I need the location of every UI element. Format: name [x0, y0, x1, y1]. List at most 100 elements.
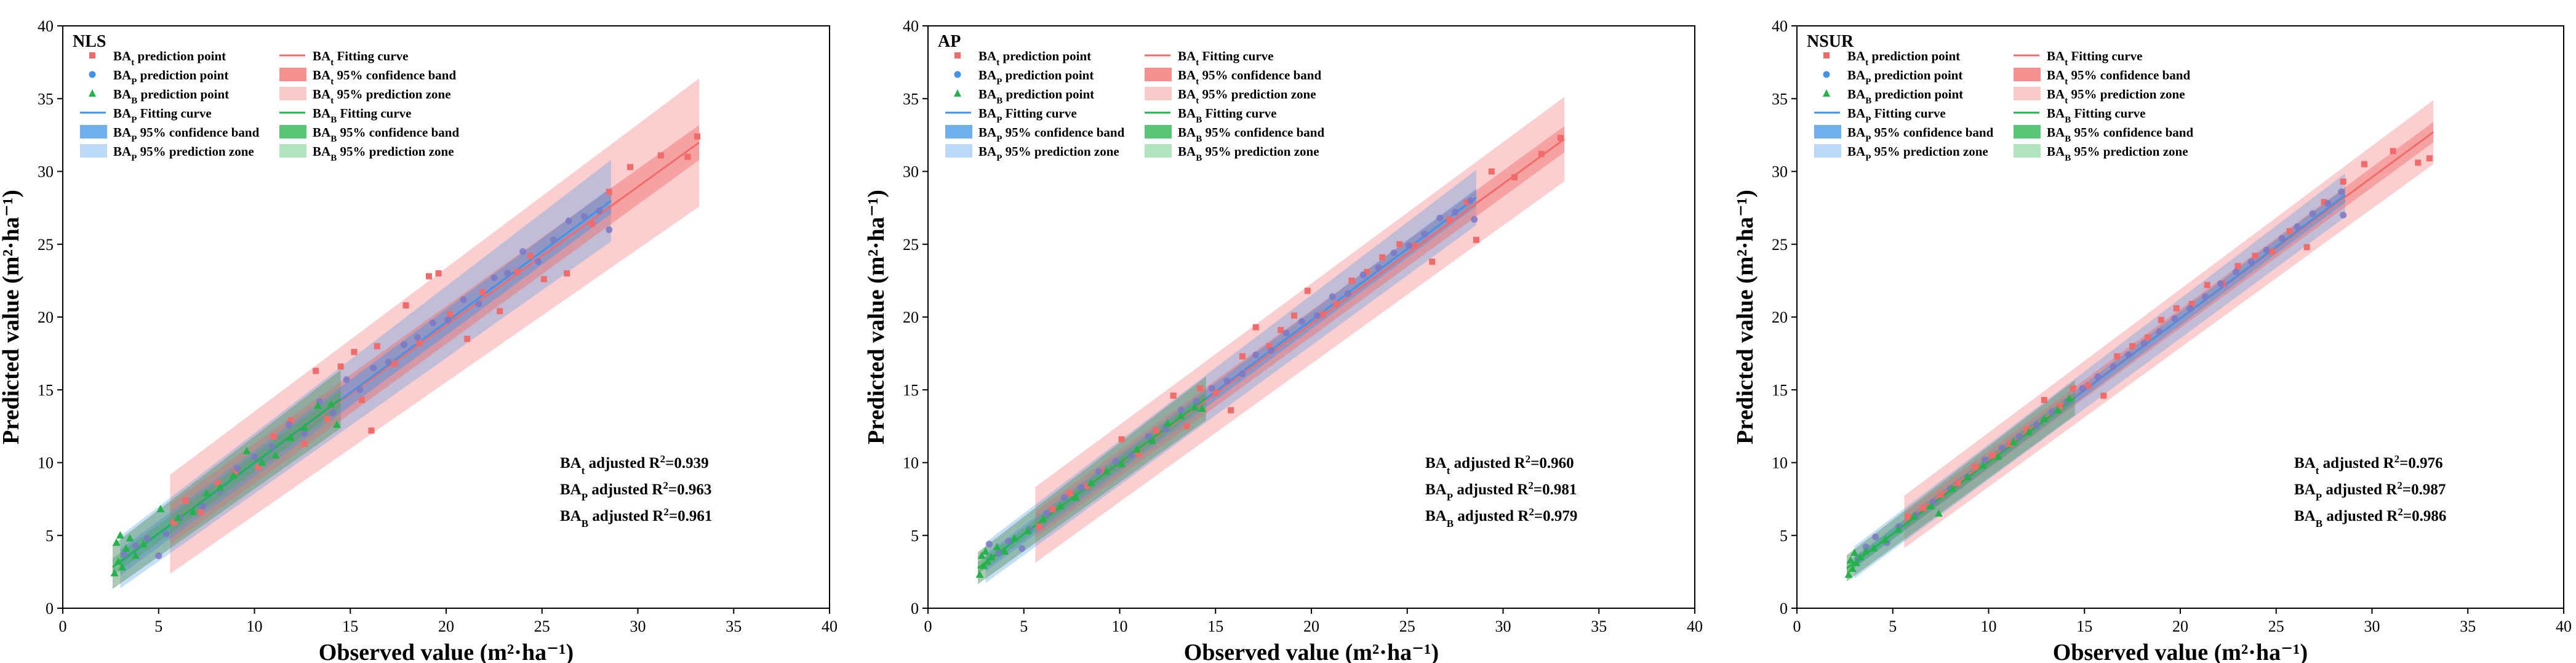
ba-p-point — [2232, 268, 2239, 276]
x-tick-label: 20 — [2172, 617, 2188, 635]
ba-t-point — [1252, 324, 1259, 331]
ba-p-point — [2186, 305, 2194, 312]
ba-t-point — [391, 360, 398, 367]
legend: BAt prediction point BAt Fitting curveBAP… — [1814, 49, 2193, 163]
ba-b-point — [327, 400, 335, 408]
ba-b-point — [1935, 509, 1943, 517]
ba-p-point — [1452, 209, 1459, 216]
legend-item: BAP 95% prediction zone — [945, 144, 1119, 163]
ba-t-point — [540, 276, 547, 283]
legend-ba: BA — [978, 144, 997, 159]
ba-t-point — [1278, 327, 1284, 334]
ba-p-prediction-zone — [120, 159, 611, 589]
legend-text: prediction point — [137, 68, 228, 82]
legend-item: BAB Fitting curve — [2014, 106, 2146, 125]
legend-text: 95% prediction zone — [337, 144, 454, 159]
x-tick-label: 10 — [1112, 617, 1128, 635]
x-tick-label: 20 — [438, 617, 454, 635]
ba-p-point — [356, 386, 364, 393]
legend-ba: BA — [1178, 68, 1196, 82]
legend-label: BAB prediction point — [113, 87, 229, 106]
legend-sub: t — [131, 58, 134, 68]
stat-text: adjusted R — [1453, 481, 1529, 498]
legend-swatch — [945, 144, 972, 158]
ba-b-point — [975, 570, 984, 578]
y-tick-label: 20 — [38, 308, 54, 326]
stat-r2: BAP adjusted R2=0.987 — [2294, 480, 2446, 503]
legend-item: BAB Fitting curve — [279, 106, 412, 125]
ba-t-point — [1036, 523, 1042, 530]
y-tick-label: 25 — [903, 236, 919, 254]
legend-label: BAB Fitting curve — [313, 106, 412, 125]
legend-ba: BA — [2047, 125, 2065, 140]
stat-sup: 2 — [1528, 480, 1534, 491]
ba-p-point — [580, 213, 588, 220]
legend-text: prediction point — [999, 49, 1091, 63]
stat-ba: BA — [1425, 455, 1447, 472]
ba-b-point — [2054, 406, 2062, 414]
legend-swatch — [80, 125, 107, 139]
ba-b-point — [1848, 565, 1857, 573]
legend-label: BAt 95% prediction zone — [1178, 87, 1316, 106]
ba-t-point — [2129, 343, 2136, 350]
ba-p-point — [2278, 235, 2286, 242]
ba-t-point — [1379, 254, 1386, 261]
x-tick-label: 35 — [2460, 617, 2476, 635]
legend-item: BAB 95% confidence band — [279, 125, 459, 144]
legend-sub: t — [2065, 96, 2068, 106]
y-tick-label: 20 — [903, 308, 919, 326]
stat-sub: P — [2316, 491, 2322, 503]
legend-text: 95% confidence band — [1002, 125, 1124, 140]
legend-label: BAt 95% prediction zone — [2047, 87, 2185, 106]
ba-p-point — [2094, 373, 2102, 380]
legend-ba: BA — [113, 125, 132, 140]
ba-p-point — [1862, 544, 1870, 551]
ba-t-point — [2158, 316, 2164, 323]
ba-b-point — [979, 561, 988, 569]
legend-item: BAB Fitting curve — [1145, 106, 1277, 125]
ba-t-point — [198, 508, 204, 515]
legend-item: BAP prediction point — [89, 68, 228, 87]
ba-p-point — [2338, 188, 2345, 196]
legend-item: BAP 95% confidence band — [945, 125, 1125, 144]
ba-b-point — [332, 420, 341, 428]
ba-t-point — [657, 152, 664, 159]
ba-t-point — [527, 252, 534, 259]
ba-p-point — [1872, 533, 1879, 540]
stat-r2: BAP adjusted R2=0.981 — [1425, 480, 1577, 503]
legend-sub: t — [2065, 77, 2068, 87]
x-tick-label: 5 — [1020, 617, 1028, 635]
legend-ba: BA — [1178, 144, 1196, 159]
y-tick-label: 40 — [903, 17, 919, 35]
legend-sub: B — [1865, 96, 1871, 106]
legend-ba: BA — [1847, 87, 1866, 102]
legend-item: BAt 95% prediction zone — [1145, 87, 1316, 106]
legend-sub: B — [2065, 153, 2071, 163]
stat-value: =0.981 — [1534, 481, 1577, 498]
ba-t-point — [1266, 343, 1273, 350]
y-tick-label: 10 — [1772, 454, 1788, 472]
ba-t-point — [313, 368, 319, 374]
ba-p-point — [155, 552, 162, 560]
x-tick-label: 15 — [1207, 617, 1223, 635]
ba-b-point — [981, 547, 990, 555]
ba-p-point — [1329, 293, 1336, 300]
panel-nsur: 0 5 10 15 20 25 30 35 40 0 5 10 15 20 25 30 35 40 Observed… — [1732, 17, 2572, 663]
ba-t-point — [1212, 389, 1219, 396]
ba-t-point — [1463, 199, 1470, 206]
stat-r2: BAP adjusted R2=0.963 — [560, 480, 711, 503]
ba-p-point — [550, 236, 557, 244]
ba-t-point — [1066, 490, 1073, 497]
ba-b-point — [1133, 445, 1142, 453]
ba-t-point — [2173, 305, 2180, 311]
stat-text: adjusted R — [2319, 455, 2394, 472]
legend-swatch — [2014, 68, 2041, 81]
ba-t-point — [1396, 241, 1403, 247]
legend-sub: B — [330, 115, 337, 125]
ba-p-point — [2294, 223, 2301, 230]
ba-b-point — [1852, 558, 1861, 566]
ba-t-point — [1920, 504, 1927, 511]
stat-sub: P — [582, 491, 588, 503]
ba-t-point — [1170, 392, 1177, 399]
ba-p-point — [1313, 312, 1321, 319]
